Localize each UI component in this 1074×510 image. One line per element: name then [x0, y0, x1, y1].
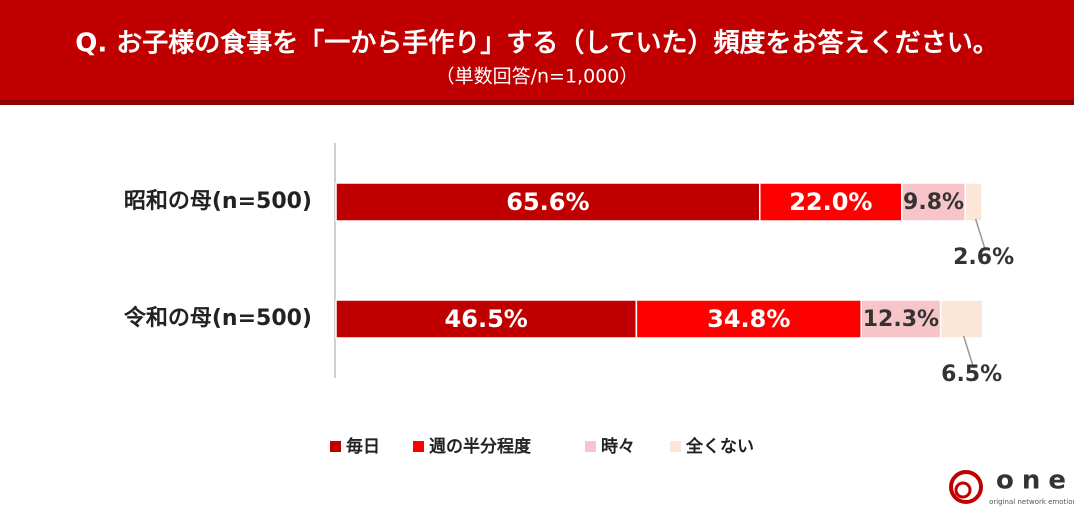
value-label: 9.8% [903, 190, 964, 215]
logo-mark-inner [954, 481, 972, 499]
chart-title: Q. お子様の食事を「一から手作り」する（していた）頻度をお答えください。 [75, 28, 998, 59]
legend-label: 時々 [601, 436, 635, 457]
bar-segment [860, 299, 942, 339]
header-band [0, 0, 1074, 102]
logo-mark [949, 470, 983, 504]
legend-swatch [670, 441, 681, 452]
value-label: 2.6% [953, 245, 1014, 270]
chart-subtitle: （単数回答/n=1,000） [436, 66, 639, 88]
value-label: 6.5% [941, 362, 1002, 387]
leader-line [974, 218, 987, 252]
legend-swatch [413, 441, 424, 452]
bar-segment [335, 182, 761, 222]
value-label: 34.8% [707, 305, 790, 333]
legend-label: 毎日 [346, 436, 380, 457]
legend-label: 全くない [685, 436, 754, 457]
value-label: 65.6% [506, 188, 589, 216]
logo: one original network emotion [949, 466, 1074, 506]
value-label: 46.5% [445, 305, 528, 333]
logo-tagline: original network emotion [989, 498, 1074, 506]
value-label: 12.3% [863, 307, 939, 332]
leader-line [962, 335, 975, 369]
legend-swatch [585, 441, 596, 452]
value-label: 22.0% [789, 188, 872, 216]
category-label: 昭和の母(n=500) [124, 189, 312, 214]
bar-segment [635, 299, 862, 339]
bar-segment [759, 182, 903, 222]
legend-label: 週の半分程度 [429, 436, 532, 457]
legend-swatch [330, 441, 341, 452]
bar-segment [939, 299, 984, 339]
bar-segment [964, 182, 983, 222]
category-label: 令和の母(n=500) [124, 305, 312, 331]
header-edge [0, 100, 1074, 105]
logo-name: one [996, 466, 1074, 496]
